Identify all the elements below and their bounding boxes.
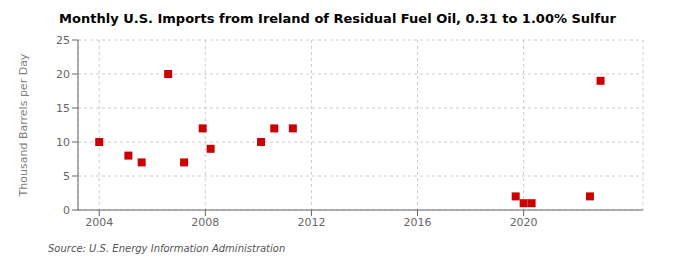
svg-text:10: 10 (56, 136, 70, 149)
svg-text:2008: 2008 (191, 216, 219, 229)
svg-text:5: 5 (63, 170, 70, 183)
html-text:Monthly U.S. Imports from Irel: Monthly U.S. Imports from Ireland of Res… (59, 11, 616, 26)
svg-text:2012: 2012 (297, 216, 325, 229)
svg-text:2020: 2020 (510, 216, 538, 229)
svg-text:2016: 2016 (404, 216, 432, 229)
svg-text:25: 25 (56, 34, 70, 47)
html-text:Source: U.S. Energy Informatio: Source: U.S. Energy Information Administ… (48, 243, 286, 254)
svg-text:15: 15 (56, 102, 70, 115)
svg-text:2004: 2004 (85, 216, 113, 229)
svg-text:0: 0 (63, 204, 70, 217)
svg-text:20: 20 (56, 68, 70, 81)
svg-text:Thousand Barrels per Day: Thousand Barrels per Day (17, 53, 30, 197)
